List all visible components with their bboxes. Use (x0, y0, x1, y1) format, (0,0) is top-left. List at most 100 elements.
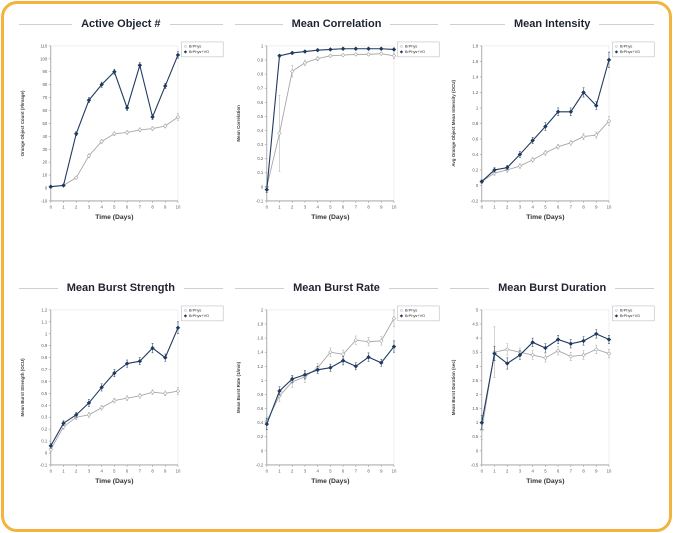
svg-text:6: 6 (126, 468, 129, 473)
svg-text:5: 5 (329, 204, 332, 209)
chart-title: Mean Burst Duration (447, 278, 657, 298)
svg-text:0.4: 0.4 (257, 128, 264, 133)
svg-text:5: 5 (545, 468, 548, 473)
svg-text:0.7: 0.7 (257, 86, 264, 91)
chart-title-text: Active Object # (72, 18, 170, 30)
svg-text:2.5: 2.5 (473, 377, 480, 382)
svg-text:0.5: 0.5 (473, 434, 480, 439)
svg-text:6: 6 (126, 204, 129, 209)
chart-cell-mean-burst-strength: Mean Burst Strength -0.1 0 0.1 0.2 0.3 0.4 0.5… (16, 278, 226, 526)
svg-text:0: 0 (265, 468, 268, 473)
chart-cell-mean-burst-duration: Mean Burst Duration -0.5 0 0.5 1 1.5 2 2.5 3 3.5… (447, 278, 657, 526)
svg-text:0.7: 0.7 (41, 367, 48, 372)
svg-text:0: 0 (481, 204, 484, 209)
svg-text:7: 7 (354, 468, 357, 473)
svg-text:0.5: 0.5 (41, 390, 48, 395)
svg-text:2: 2 (75, 468, 78, 473)
svg-text:0.6: 0.6 (257, 406, 264, 411)
chart-canvas: -0.200.20.40.60.811.21.41.61.820 1 2 3 4 5 6 7 8… (236, 305, 440, 484)
svg-text:Time (Days): Time (Days) (527, 214, 565, 221)
svg-text:6: 6 (342, 204, 345, 209)
svg-text:5: 5 (113, 204, 116, 209)
svg-text:1: 1 (45, 331, 48, 336)
chart-title-text: Mean Intensity (504, 18, 600, 30)
svg-text:4: 4 (100, 468, 103, 473)
filled-diamond-icon (399, 313, 403, 318)
svg-text:0.2: 0.2 (473, 167, 480, 172)
svg-text:Mean Burst Duration (sec): Mean Burst Duration (sec) (451, 359, 456, 415)
svg-text:1: 1 (278, 204, 281, 209)
svg-text:1.2: 1.2 (473, 90, 480, 95)
chart-title: Mean Correlation (232, 14, 442, 34)
chart-title-text: Mean Burst Strength (57, 281, 184, 294)
charts-grid: Active Object # -10 0 10 20 30 40 50 60 70 80 90 10… (16, 14, 657, 525)
open-diamond-icon (615, 308, 619, 312)
svg-text:5: 5 (476, 307, 479, 312)
chart-cell-mean-burst-rate: Mean Burst Rate -0.2 0 0.2 0.4 0.6 0.8 1 1.2 1.4… (232, 278, 442, 526)
svg-text:8: 8 (367, 204, 370, 209)
line-chart-mean-burst-duration: -0.5 0 0.5 1 1.5 2 2.5 3 3.5 4 4.5 5 0 1 2 3 4 5 6 7 8 9 10 Mea… (447, 298, 657, 520)
svg-text:0.6: 0.6 (473, 136, 480, 141)
svg-text:3: 3 (88, 468, 91, 473)
svg-text:0.1: 0.1 (257, 170, 264, 175)
svg-text:3: 3 (519, 468, 522, 473)
svg-text:2: 2 (291, 204, 294, 209)
svg-text:1.2: 1.2 (257, 363, 264, 368)
svg-text:9: 9 (380, 468, 383, 473)
svg-text:0.9: 0.9 (41, 343, 48, 348)
svg-text:2: 2 (75, 204, 78, 209)
svg-text:9: 9 (164, 204, 167, 209)
chart-title: Mean Burst Rate (232, 278, 442, 298)
svg-text:1: 1 (261, 377, 264, 382)
svg-text:9: 9 (164, 468, 167, 473)
legend-box (612, 41, 655, 58)
svg-text:4: 4 (532, 468, 535, 473)
legend-label: BrPhys (620, 44, 633, 49)
svg-text:0.1: 0.1 (41, 438, 48, 443)
svg-text:Time (Days): Time (Days) (311, 477, 349, 484)
svg-text:3: 3 (303, 204, 306, 209)
svg-text:1: 1 (476, 420, 479, 425)
legend-label: BrPhys+VG (620, 313, 640, 318)
svg-text:0.4: 0.4 (473, 152, 480, 157)
svg-text:4.5: 4.5 (473, 321, 480, 326)
svg-text:1.8: 1.8 (257, 321, 264, 326)
svg-text:0: 0 (476, 448, 479, 453)
svg-text:4: 4 (316, 204, 319, 209)
svg-text:Avg Orange Object Mean Intensi: Avg Orange Object Mean Intensity (OCU) (451, 80, 456, 167)
svg-text:7: 7 (139, 204, 142, 209)
open-diamond-icon (183, 44, 188, 49)
svg-text:0: 0 (50, 468, 53, 473)
svg-text:-0.2: -0.2 (256, 462, 264, 467)
svg-text:Time (Days): Time (Days) (95, 214, 133, 221)
svg-text:Time (Days): Time (Days) (311, 214, 349, 221)
filled-diamond-icon (399, 50, 403, 54)
svg-text:8: 8 (367, 468, 370, 473)
svg-text:8: 8 (151, 468, 154, 473)
svg-text:4: 4 (316, 468, 319, 473)
svg-text:3.5: 3.5 (473, 349, 480, 354)
open-diamond-icon (615, 44, 619, 49)
svg-text:0.9: 0.9 (257, 58, 264, 63)
line-chart-mean-intensity: -0.2 0 0.2 0.4 0.6 0.8 1 1.2 1.4 1.6 1.8 0 1 2 3 4 5 6 7 8 9… (447, 34, 657, 256)
svg-text:Mean Burst Rate (1/min): Mean Burst Rate (1/min) (236, 361, 241, 413)
filled-diamond-icon (183, 50, 188, 54)
svg-text:3: 3 (519, 204, 522, 209)
line-chart-mean-burst-rate: -0.2 0 0.2 0.4 0.6 0.8 1 1.2 1.4 1.6 1.8 2 0 1 2 3 4 5 6 7 8… (232, 298, 442, 520)
svg-text:60: 60 (43, 108, 48, 113)
chart-canvas: -0.100.10.20.30.40.50.60.70.80.910 1 2 3 4 5 6… (236, 41, 440, 221)
legend-label: BrPhys+VG (405, 313, 425, 318)
svg-text:0.8: 0.8 (257, 72, 264, 77)
svg-text:1.6: 1.6 (473, 59, 480, 64)
svg-text:-0.1: -0.1 (40, 462, 48, 467)
svg-text:0: 0 (481, 468, 484, 473)
svg-text:3: 3 (476, 363, 479, 368)
legend-label: BrPhys (405, 307, 418, 312)
line-chart-mean-burst-strength: -0.1 0 0.1 0.2 0.3 0.4 0.5 0.6 0.7 0.8 0.9 1 1.1 1.2 0… (16, 298, 226, 520)
svg-text:0.8: 0.8 (473, 121, 480, 126)
legend-label: BrPhys+VG (189, 313, 209, 318)
svg-text:1: 1 (62, 468, 65, 473)
legend-label: BrPhys (189, 307, 202, 312)
